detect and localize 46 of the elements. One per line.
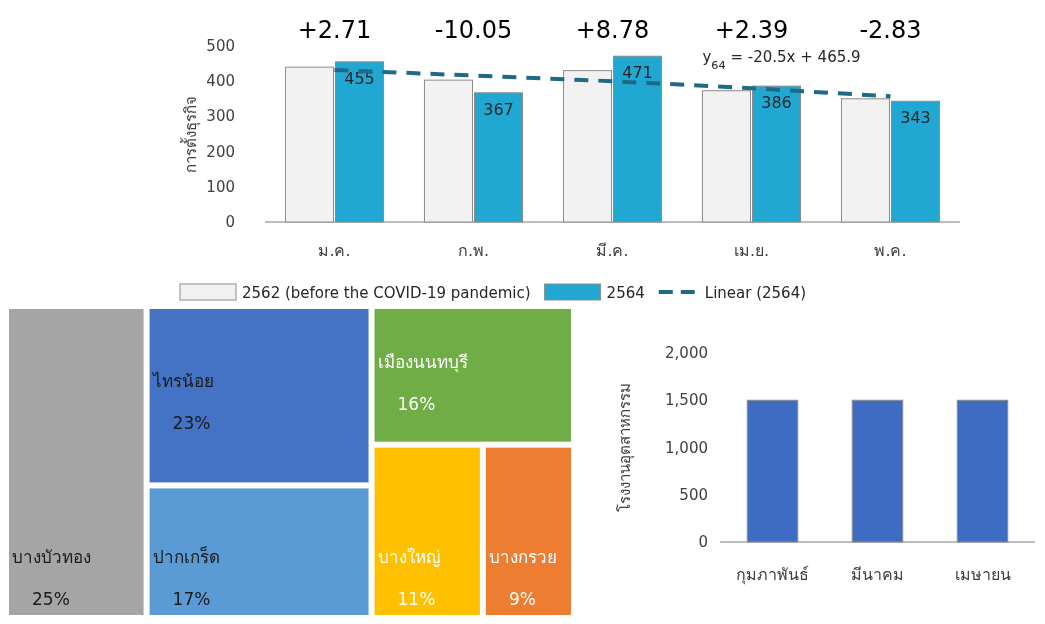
category-label: เมืองนนทบุรี [377, 352, 468, 374]
y-tick-label: 400 [206, 72, 235, 91]
category-label: ปากเกร็ด [152, 546, 220, 567]
y-tick-label: 1,000 [665, 438, 708, 457]
text: +2.71 [297, 16, 372, 44]
y-tick-label: 1,500 [665, 391, 708, 410]
annotation: y$_{64}$ = -20.5x + 465.9 [702, 48, 861, 72]
text: -2.83 [859, 16, 922, 44]
data-label: 17% [172, 589, 211, 609]
x-tick-label: มี.ค. [596, 241, 629, 260]
x-tick-label: พ.ค. [874, 241, 907, 260]
y-tick-label: 100 [206, 177, 235, 196]
legend-label: 2564 [606, 284, 645, 302]
text: -10.05 [434, 16, 513, 44]
data-label: 386 [761, 93, 792, 113]
x-tick-label: มีนาคม [851, 565, 904, 584]
text: +2.39 [714, 16, 789, 44]
x-tick-label: ก.พ. [457, 241, 490, 260]
data-label: 9% [508, 589, 536, 609]
y-tick-label: 500 [679, 485, 708, 504]
legend-label: Linear (2564) [704, 284, 807, 302]
y-tick-label: 0 [225, 213, 235, 231]
legend-label: 2562 (before the COVID-19 pandemic) [242, 284, 531, 302]
x-tick-label: ม.ค. [318, 241, 351, 260]
data-label: 343 [900, 108, 931, 128]
data-label: 23% [172, 412, 211, 433]
y-tick-label: 300 [206, 107, 235, 126]
x-tick-label: กุมภาพันธ์ [736, 565, 809, 585]
data-label: 11% [397, 589, 436, 609]
category-label: บางใหญ่ [377, 547, 440, 567]
y-tick-label: 200 [206, 142, 235, 161]
y-tick-label: 500 [206, 37, 235, 55]
data-label: 471 [622, 63, 653, 83]
text: +8.78 [575, 16, 650, 44]
data-label: 367 [483, 99, 514, 119]
y-axis-title: การตั้งธุรกิจ [180, 95, 201, 173]
category-label: ไทรน้อย [150, 370, 214, 391]
y-axis-title: โรงงานอุตสาหกรรม [616, 383, 635, 512]
x-tick-label: เม.ย. [733, 241, 770, 260]
category-label: บางกรวย [488, 547, 557, 567]
x-tick-label: เมษายน [954, 565, 1011, 584]
y-tick-label: 0 [698, 533, 708, 551]
data-label: 16% [397, 394, 436, 415]
data-label: 25% [32, 589, 70, 609]
y-tick-label: 2,000 [665, 344, 708, 362]
category-label: บางบัวทอง [12, 547, 91, 567]
